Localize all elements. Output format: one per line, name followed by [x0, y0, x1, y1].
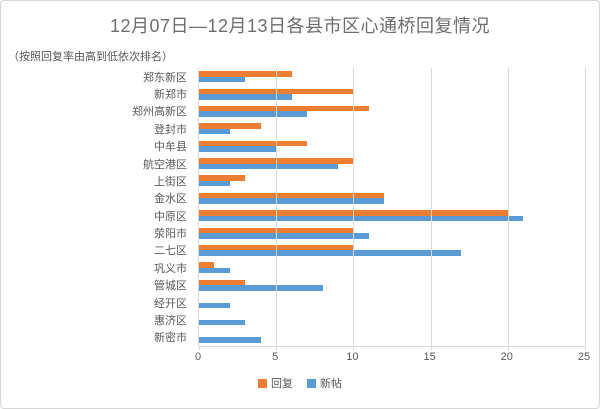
bar-new-posts	[199, 250, 462, 256]
gridline	[430, 68, 432, 346]
gridline	[507, 68, 509, 346]
bar-new-posts	[199, 76, 246, 83]
plot-area	[198, 68, 586, 350]
y-axis-labels: 郑东新区新郑市郑州高新区登封市中牟县航空港区上街区金水区中原区荥阳市二七区巩义市…	[1, 68, 193, 346]
x-axis-tick-label: 15	[423, 351, 436, 363]
bar-row	[199, 120, 585, 137]
bar-row	[199, 242, 585, 259]
y-axis-label: 中牟县	[154, 141, 187, 154]
legend-item-replies: 回复	[258, 375, 293, 391]
y-axis-label: 上街区	[154, 175, 187, 188]
bar-new-posts	[199, 163, 338, 170]
bar-row	[199, 68, 585, 85]
bar-new-posts	[199, 146, 277, 152]
y-axis-label: 登封市	[154, 123, 187, 136]
y-axis-label: 管城区	[154, 280, 187, 293]
bar-row	[199, 207, 585, 224]
bar-replies	[199, 71, 292, 77]
chart-title: 12月07日—12月13日各县市区心通桥回复情况	[109, 16, 491, 36]
axis-tick	[276, 346, 278, 350]
axis-tick	[353, 346, 355, 350]
bar-row	[199, 329, 585, 346]
bar-new-posts	[199, 215, 524, 222]
gridline	[585, 68, 586, 346]
bar-new-posts	[199, 267, 230, 274]
bar-new-posts	[199, 111, 308, 117]
legend-item-new-posts: 新帖	[307, 375, 342, 391]
bar-row	[199, 259, 585, 276]
y-axis-label: 郑州高新区	[132, 106, 187, 119]
x-axis-tick-label: 25	[577, 351, 591, 363]
bar-replies	[199, 175, 246, 181]
bar-new-posts	[199, 180, 230, 187]
y-axis-label: 新郑市	[154, 89, 187, 102]
bar-new-posts	[199, 198, 385, 204]
x-axis-tick-label: 5	[272, 351, 279, 363]
y-axis-label: 金水区	[154, 193, 187, 206]
bar-rows	[199, 68, 585, 346]
bar-row	[199, 138, 585, 155]
bar-row	[199, 103, 585, 120]
bar-new-posts	[199, 285, 323, 291]
x-axis-labels: 0 5 10 15 20 25	[1, 351, 599, 365]
x-axis-tick-label: 10	[346, 351, 359, 363]
bar-new-posts	[199, 94, 292, 100]
bar-new-posts	[199, 233, 369, 239]
y-axis-label: 巩义市	[154, 262, 187, 275]
y-axis-label: 惠济区	[154, 314, 187, 327]
y-axis-label: 新密市	[154, 332, 187, 345]
bar-row	[199, 172, 585, 189]
chart-subtitle: （按照回复率由高到低依次排名）	[8, 51, 173, 63]
legend-swatch-new-posts	[307, 378, 316, 388]
bar-replies	[199, 192, 385, 199]
axis-tick	[430, 346, 432, 350]
y-axis-label: 二七区	[154, 245, 187, 258]
bar-replies	[199, 105, 369, 112]
x-axis-tick-label: 0	[194, 351, 202, 363]
axis-tick	[507, 346, 509, 350]
axis-tick	[199, 346, 200, 350]
bar-row	[199, 277, 585, 294]
bar-row	[199, 294, 585, 311]
axis-tick	[585, 346, 586, 350]
bar-replies	[199, 123, 261, 129]
y-axis-label: 荥阳市	[154, 228, 187, 241]
legend-swatch-replies	[258, 378, 267, 388]
bar-new-posts	[199, 337, 261, 343]
y-axis-label: 中原区	[154, 210, 187, 223]
bar-row	[199, 85, 585, 102]
bar-replies	[199, 279, 246, 286]
legend: 回复 新帖	[1, 375, 599, 391]
bar-replies	[199, 262, 215, 268]
x-axis-tick-label: 20	[500, 351, 513, 363]
legend-label-new-posts: 新帖	[320, 378, 342, 390]
bar-new-posts	[199, 319, 246, 326]
gridline	[353, 68, 355, 346]
legend-label-replies: 回复	[271, 378, 293, 390]
y-axis-label: 航空港区	[143, 158, 187, 171]
bar-row	[199, 155, 585, 172]
bar-new-posts	[199, 128, 230, 135]
bar-row	[199, 224, 585, 241]
bar-new-posts	[199, 302, 230, 309]
y-axis-label: 郑东新区	[143, 71, 187, 84]
gridline	[276, 68, 278, 346]
y-axis-label: 经开区	[154, 297, 187, 310]
bar-replies	[199, 140, 308, 147]
bar-row	[199, 311, 585, 328]
bar-row	[199, 190, 585, 207]
